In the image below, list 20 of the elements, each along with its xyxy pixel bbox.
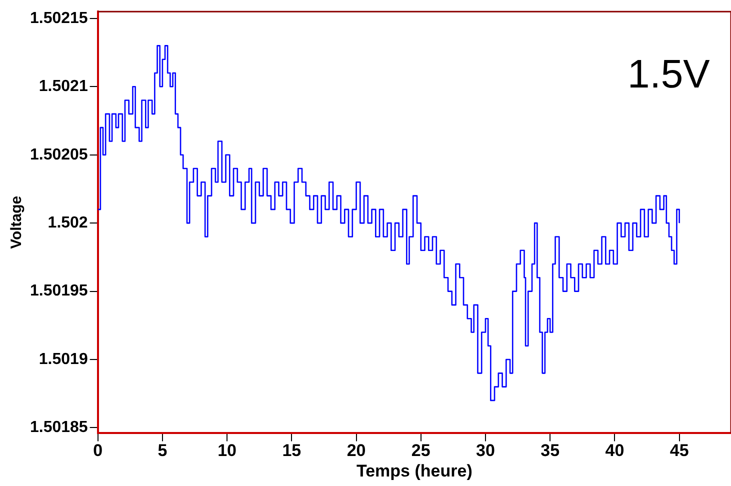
x-tick-label: 40 <box>605 441 624 460</box>
x-tick-label: 10 <box>218 441 237 460</box>
x-tick-label: 35 <box>540 441 560 460</box>
annotation: 1.5V <box>628 52 710 97</box>
y-tick-label: 1.50205 <box>30 146 88 164</box>
x-tick-label: 30 <box>476 441 495 460</box>
x-tick-label: 15 <box>282 441 302 460</box>
y-axis-title: Voltage <box>8 196 26 249</box>
x-axis-title: Temps (heure) <box>356 461 472 480</box>
x-tick-label: 0 <box>93 441 103 460</box>
y-tick-label: 1.50185 <box>30 419 88 436</box>
y-tick-label: 1.502 <box>48 214 88 232</box>
y-tick-label: 1.5019 <box>38 350 88 368</box>
x-tick-label: 5 <box>158 441 168 460</box>
y-tick-label: 1.50215 <box>30 10 88 27</box>
x-tick-label: 20 <box>346 441 366 460</box>
x-tick-label: 25 <box>411 441 430 460</box>
y-tick-label: 1.50195 <box>30 282 88 300</box>
y-tick-label: 1.5021 <box>38 78 88 96</box>
x-tick-label: 45 <box>670 441 689 460</box>
